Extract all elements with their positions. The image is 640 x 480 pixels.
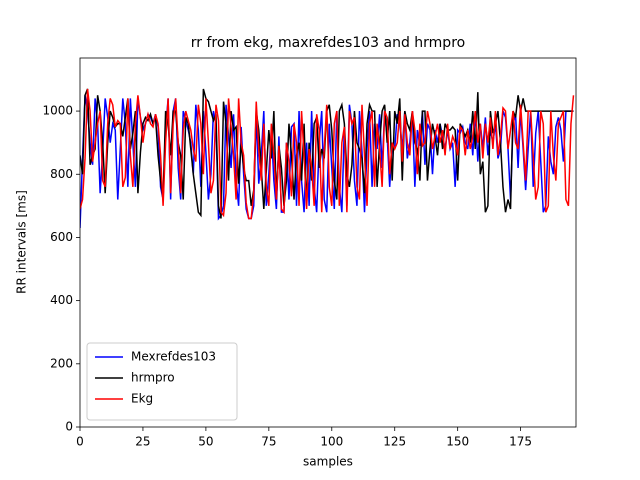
y-tick-label: 1000 (42, 104, 73, 118)
legend-box (86, 342, 238, 421)
series-line (80, 88, 575, 220)
x-axis-label: samples (303, 455, 353, 469)
chart-title: rr from ekg, maxrefdes103 and hrmpro (191, 35, 465, 51)
y-axis-label: RR intervals [ms] (15, 190, 29, 294)
x-tick-label: 25 (135, 435, 150, 449)
x-tick-label: 100 (320, 435, 343, 449)
x-tick-label: 125 (383, 435, 406, 449)
x-tick-label: 175 (509, 435, 532, 449)
y-tick-label: 0 (65, 420, 73, 434)
x-tick-label: 0 (76, 435, 84, 449)
plot-frame (79, 57, 577, 428)
legend-label: Ekg (131, 392, 153, 406)
legend-label: hrmpro (131, 371, 175, 385)
x-tick-label: 50 (198, 435, 213, 449)
legend-label: Mexrefdes103 (131, 350, 216, 364)
x-tick-label: 75 (261, 435, 276, 449)
y-tick-label: 600 (50, 230, 73, 244)
y-tick-label: 200 (50, 356, 73, 370)
y-tick-label: 800 (50, 167, 73, 181)
y-tick-label: 400 (50, 293, 73, 307)
x-tick-label: 150 (446, 435, 469, 449)
